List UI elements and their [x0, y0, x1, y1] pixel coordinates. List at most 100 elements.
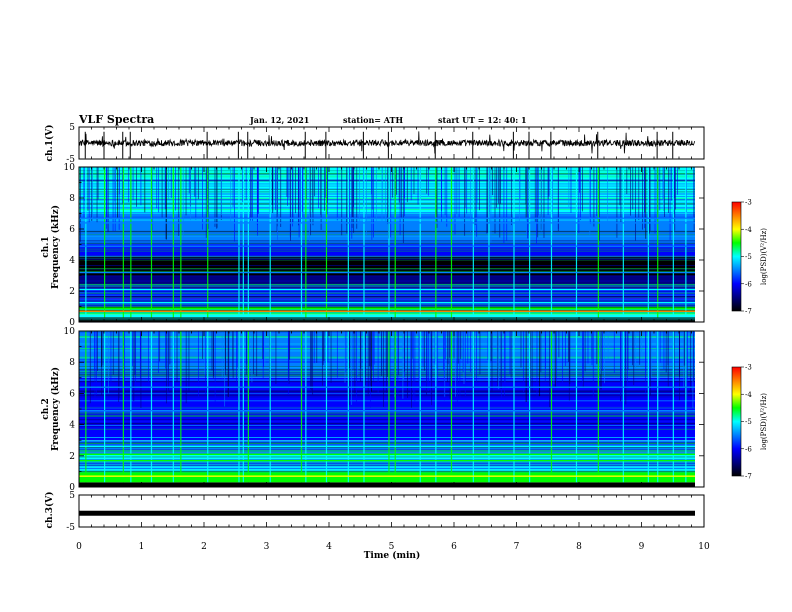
psd-burst: [488, 331, 490, 483]
psd-spike: [453, 331, 455, 359]
psd-striation: [79, 243, 695, 244]
x-tick-label: 1: [139, 542, 145, 552]
psd-spike: [292, 167, 293, 227]
y-tick-label: 6: [69, 389, 75, 399]
psd-spike: [548, 167, 550, 197]
psd-striation: [79, 331, 695, 333]
psd-striation: [79, 407, 695, 409]
psd-spike: [159, 331, 161, 362]
psd-striation: [79, 443, 695, 444]
psd-striation: [79, 244, 695, 245]
psd-spike: [604, 331, 605, 384]
psd-spike: [392, 167, 394, 198]
ch3-timeseries-panel: 5 -50 1 2 3 4 5 6 7 8 9 10: [66, 491, 710, 552]
psd-striation: [79, 389, 695, 391]
psd-striation: [79, 172, 695, 174]
psd-spike: [322, 331, 324, 366]
psd-striation: [79, 320, 695, 322]
psd-spike: [371, 167, 373, 240]
psd-spike: [381, 331, 383, 377]
psd-spike: [368, 331, 370, 367]
psd-spike: [510, 331, 512, 378]
psd-spike: [509, 331, 511, 374]
ch3-voltage-label: ch.3(V): [44, 492, 55, 529]
psd-striation: [79, 196, 695, 197]
psd-spike: [497, 167, 499, 203]
psd-spike: [457, 331, 459, 364]
psd-striation: [79, 450, 695, 451]
psd-spike: [176, 331, 178, 383]
psd-spike: [262, 331, 264, 360]
psd-burst: [172, 167, 174, 318]
x-axis-label: Time (min): [364, 550, 421, 561]
psd-burst: [388, 167, 390, 318]
psd-spike: [323, 331, 325, 362]
psd-striation: [79, 440, 695, 442]
psd-spike: [490, 331, 492, 362]
psd-burst: [207, 331, 209, 483]
psd-striation: [79, 371, 695, 373]
psd-spike: [345, 331, 347, 373]
psd-narrowband-line: [79, 445, 695, 448]
ch1-waveform: [78, 131, 695, 154]
psd-spike: [534, 167, 536, 222]
psd-burst: [419, 167, 421, 318]
colorbar-tick-label: -7: [745, 473, 752, 481]
psd-burst: [172, 331, 174, 483]
psd-striation: [79, 240, 695, 241]
psd-burst: [419, 331, 421, 483]
psd-striation: [79, 356, 695, 358]
psd-striation: [79, 207, 695, 209]
psd-spike: [570, 167, 572, 213]
psd-spike: [564, 331, 566, 367]
psd-spike: [625, 331, 627, 405]
psd-spike: [325, 167, 326, 198]
psd-spike: [228, 331, 230, 397]
psd-spike: [178, 167, 180, 236]
psd-striation: [79, 470, 695, 472]
y-tick-label: 0: [69, 318, 75, 328]
psd-spike: [650, 331, 652, 396]
psd-striation: [79, 459, 695, 460]
psd-burst: [242, 167, 244, 318]
psd-striation: [79, 313, 695, 314]
psd-striation: [79, 168, 695, 169]
psd-spike: [346, 167, 348, 226]
ch1-frequency-label: ch.1 Frequency (kHz): [41, 205, 61, 289]
x-tick-label: 3: [264, 542, 270, 552]
ch2-frequency-label-line1: ch.2: [41, 398, 51, 419]
psd-spike: [635, 167, 636, 241]
psd-spike: [144, 167, 146, 213]
psd-spike: [402, 167, 404, 244]
psd-spike: [214, 167, 216, 227]
psd-spike: [519, 167, 521, 200]
psd-narrowband-line: [79, 288, 695, 291]
psd-spike: [272, 167, 274, 225]
psd-spike: [324, 167, 325, 211]
psd-spike: [466, 167, 468, 214]
psd-striation: [79, 284, 695, 285]
psd-striation: [79, 400, 695, 402]
psd-burst: [450, 331, 453, 483]
psd-spike: [414, 331, 416, 402]
psd-band: [79, 275, 695, 288]
x-tick-label: 6: [451, 542, 457, 552]
psd-spike: [426, 167, 428, 194]
psd-spike: [431, 331, 433, 378]
psd-spike: [654, 167, 656, 234]
psd-burst: [269, 167, 271, 318]
psd-spike: [498, 167, 500, 204]
psd-narrowband-line: [79, 222, 695, 224]
psd-striation: [79, 231, 695, 233]
psd-striation: [79, 208, 695, 210]
colorbar-tick-label: -7: [745, 308, 752, 316]
psd-spike: [242, 167, 243, 203]
psd-spike: [230, 167, 232, 230]
psd-spike: [510, 167, 512, 226]
psd-spike: [213, 331, 214, 377]
psd-striation: [79, 280, 695, 282]
psd-striation: [79, 389, 695, 390]
psd-striation: [79, 275, 695, 277]
psd-spike: [427, 167, 429, 196]
